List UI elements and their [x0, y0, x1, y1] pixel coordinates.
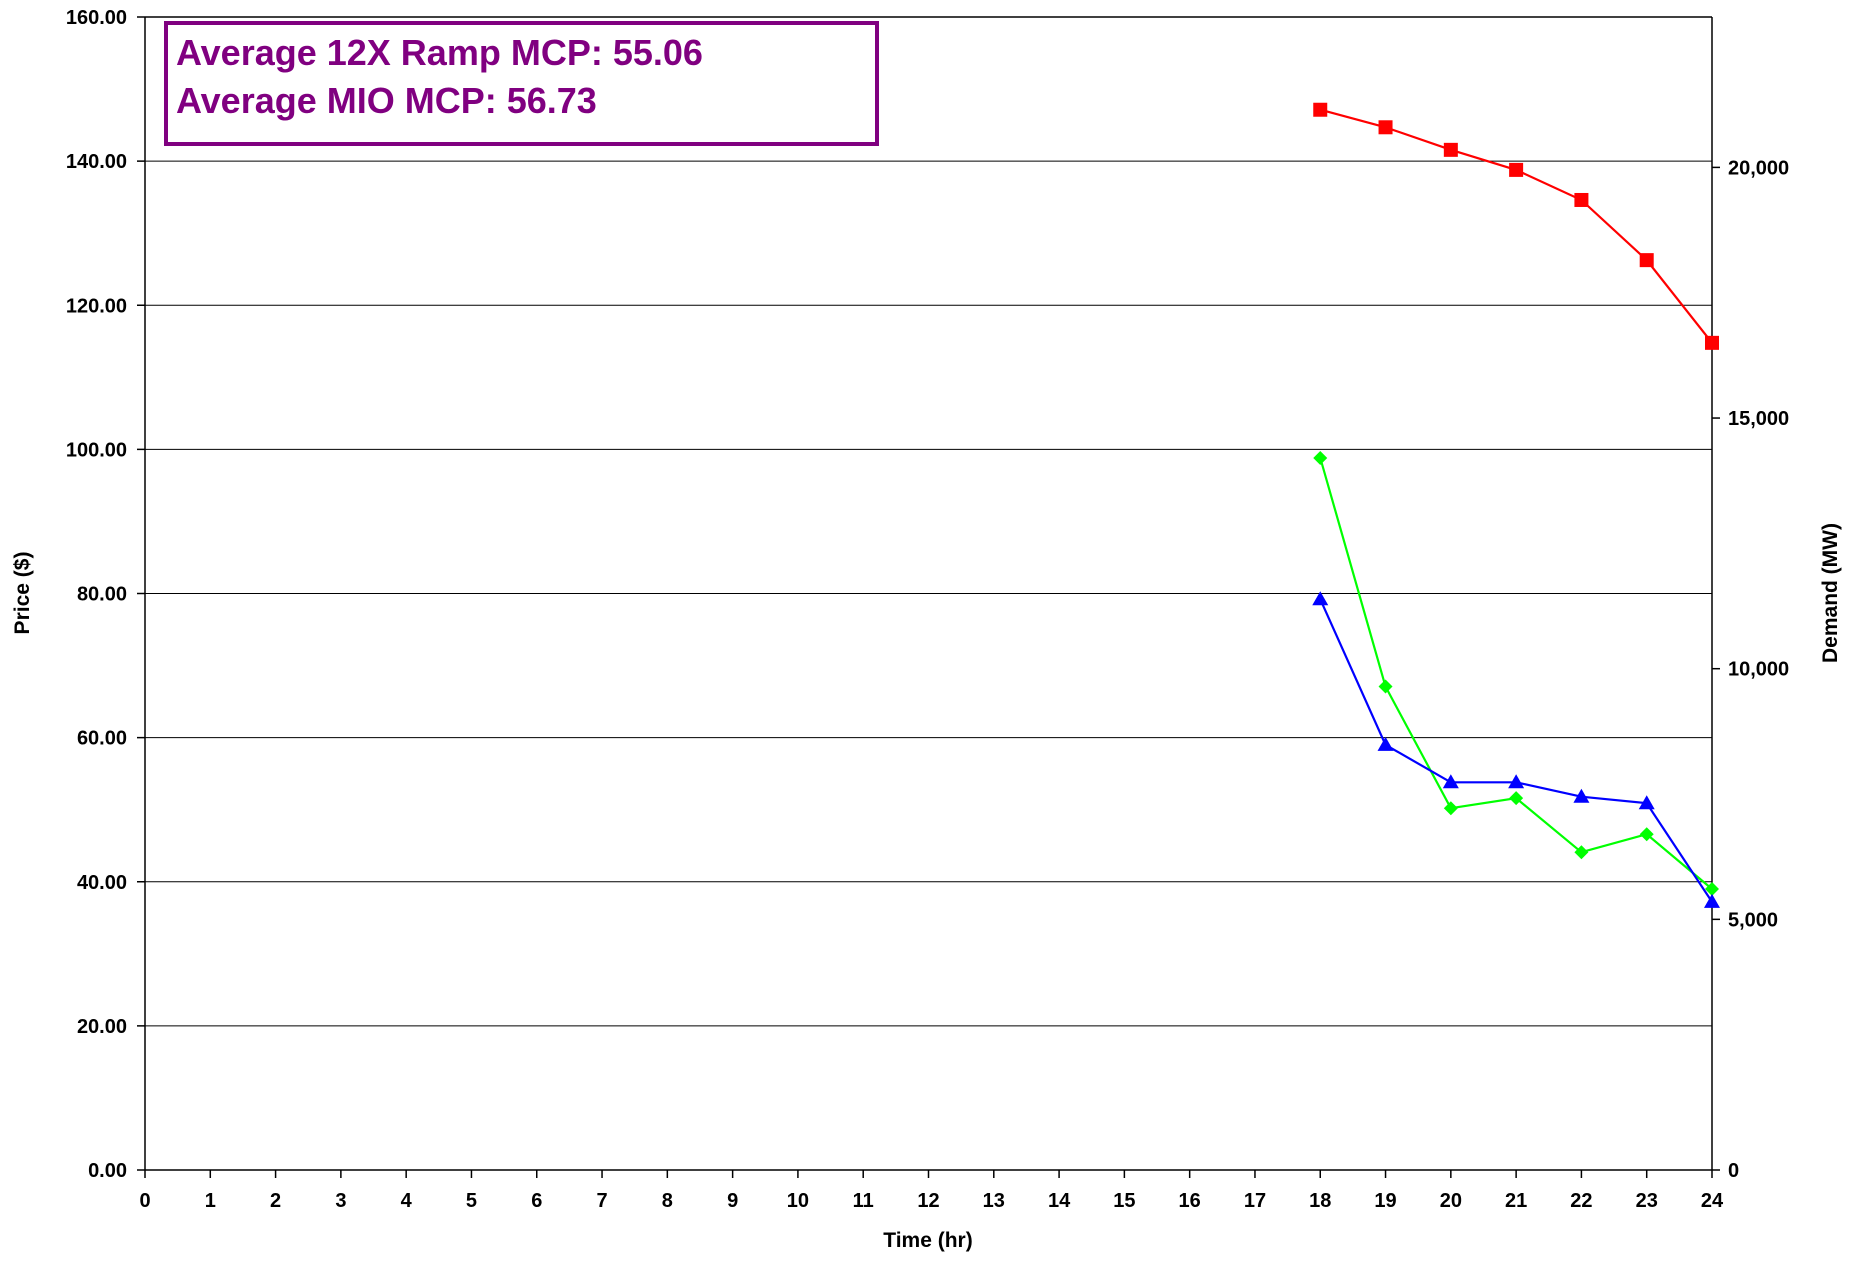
tick-labels: 0.00 20.00 40.00 60.00 80.00 100.00 120.00 140.… — [66, 7, 1789, 1212]
x-tick-label: 4 — [401, 1190, 413, 1212]
x-tick-label: 2 — [270, 1190, 281, 1212]
x-tick-label: 21 — [1505, 1190, 1527, 1212]
data-point-square — [1705, 335, 1719, 350]
data-point-triangle — [1704, 893, 1720, 908]
x-tick-label: 24 — [1701, 1190, 1724, 1212]
series-square — [1313, 102, 1719, 350]
left-y-tick-label: 160.00 — [66, 7, 127, 29]
x-tick-label: 0 — [139, 1190, 150, 1212]
data-point-diamond — [1378, 679, 1393, 694]
data-point-triangle — [1442, 774, 1459, 789]
data-point-diamond — [1313, 451, 1328, 466]
x-tick-label: 7 — [596, 1190, 607, 1212]
x-tick-label: 18 — [1309, 1190, 1331, 1212]
data-point-triangle — [1638, 795, 1655, 810]
left-y-tick-label: 80.00 — [77, 584, 127, 606]
x-tick-label: 8 — [662, 1190, 673, 1212]
data-point-square — [1313, 102, 1328, 117]
left-y-tick-label: 120.00 — [66, 295, 127, 317]
x-tick-label: 20 — [1440, 1190, 1462, 1212]
left-y-tick-label: 140.00 — [66, 151, 127, 173]
x-tick-label: 14 — [1048, 1190, 1071, 1212]
data-point-square — [1509, 162, 1524, 177]
left-y-tick-label: 40.00 — [77, 872, 127, 894]
x-tick-label: 15 — [1113, 1190, 1135, 1212]
right-y-tick-label: 0 — [1728, 1160, 1739, 1182]
data-point-diamond — [1639, 827, 1654, 842]
data-point-triangle — [1508, 774, 1525, 789]
x-tick-label: 3 — [335, 1190, 346, 1212]
series-line — [1319, 457, 1713, 890]
right-y-tick-label: 5,000 — [1728, 909, 1778, 931]
annotation-box: Average 12X Ramp MCP: 55.06 Average MIO … — [164, 21, 879, 146]
data-point-square — [1378, 120, 1393, 135]
data-point-square — [1574, 192, 1589, 207]
x-tick-label: 9 — [727, 1190, 738, 1212]
series-diamond — [1313, 451, 1719, 896]
gridlines — [145, 160, 1712, 1027]
right-y-tick-label: 10,000 — [1728, 659, 1789, 681]
x-tick-label: 16 — [1179, 1190, 1201, 1212]
x-tick-label: 6 — [531, 1190, 542, 1212]
left-y-tick-label: 20.00 — [77, 1016, 127, 1038]
left-y-tick-label: 0.00 — [88, 1160, 127, 1182]
right-y-tick-label: 15,000 — [1728, 408, 1789, 430]
left-y-tick-label: 60.00 — [77, 728, 127, 750]
x-tick-label: 23 — [1636, 1190, 1658, 1212]
series-triangle — [1312, 591, 1720, 908]
tick-marks — [137, 16, 1720, 1178]
x-tick-label: 12 — [917, 1190, 939, 1212]
x-tick-label: 13 — [983, 1190, 1005, 1212]
data-point-diamond — [1443, 801, 1458, 816]
annotation-frame — [164, 21, 879, 146]
data-point-diamond — [1705, 881, 1719, 896]
data-point-square — [1443, 142, 1458, 157]
left-y-tick-label: 100.00 — [66, 439, 127, 461]
x-tick-label: 10 — [787, 1190, 809, 1212]
x-tick-label: 19 — [1374, 1190, 1396, 1212]
data-point-diamond — [1509, 791, 1524, 806]
annotation-line-2: Average MIO MCP: 56.73 — [176, 80, 597, 121]
x-tick-label: 5 — [466, 1190, 477, 1212]
data-point-triangle — [1377, 736, 1394, 751]
data-point-diamond — [1574, 845, 1589, 860]
right-y-tick-label: 20,000 — [1728, 157, 1789, 179]
data-point-triangle — [1312, 591, 1329, 606]
data-point-square — [1639, 253, 1654, 268]
right-y-axis-title: Demand (MW) — [1819, 523, 1842, 663]
x-tick-label: 11 — [853, 1190, 874, 1212]
series-line — [1320, 108, 1713, 344]
x-axis-title: Time (hr) — [883, 1229, 972, 1252]
x-tick-label: 1 — [205, 1190, 216, 1212]
data-point-triangle — [1573, 788, 1590, 803]
series-layer — [1312, 102, 1720, 908]
left-y-axis-title: Price ($) — [11, 552, 34, 635]
annotation-line-1: Average 12X Ramp MCP: 55.06 — [176, 32, 703, 73]
x-tick-label: 22 — [1570, 1190, 1592, 1212]
x-tick-label: 17 — [1244, 1190, 1266, 1212]
